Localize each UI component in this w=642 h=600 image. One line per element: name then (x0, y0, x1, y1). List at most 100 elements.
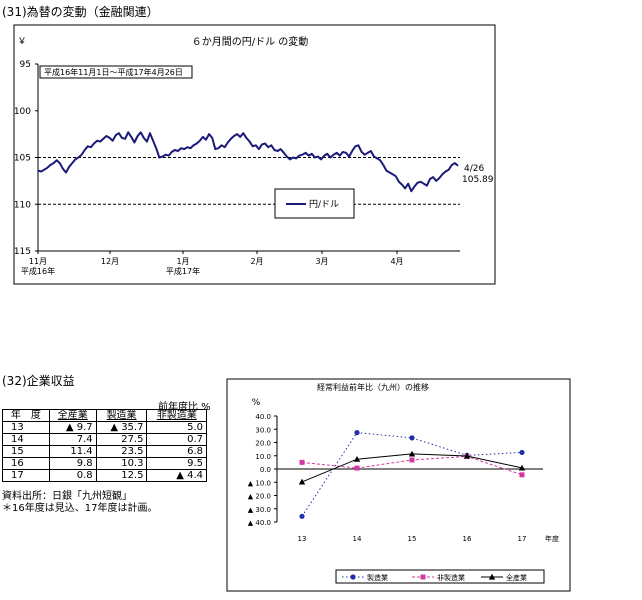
earnings-data-point (299, 459, 305, 465)
table-cell: 0.7 (146, 433, 207, 446)
header-year: 年 度 (2, 409, 50, 422)
earnings-chart-frame (226, 378, 571, 592)
table-header-row: 年 度 全産業 製造業 非製造業 (2, 409, 207, 422)
earnings-y-tick-label: 0.0 (260, 466, 271, 474)
earnings-legend: 製造業 非製造業 全産業 (335, 569, 545, 584)
earnings-y-tick-label: ▲ 30.0 (248, 506, 271, 514)
fx-y-tick-label: 100 (14, 107, 31, 117)
fx-period-box-frame (39, 65, 193, 79)
table-cell: 27.5 (95, 433, 148, 446)
fx-x-subtick-label: 平成16年 (21, 266, 55, 276)
earnings-data-point (519, 472, 525, 478)
table-cell: 5.0 (146, 421, 207, 434)
earnings-y-tick-label: ▲ 40.0 (248, 519, 271, 527)
earnings-chart-title: 経常利益前年比（九州）の推移 (317, 382, 429, 392)
earnings-data-point (518, 464, 526, 471)
table-cell: 17 (2, 469, 50, 482)
earnings-data-point (519, 449, 525, 456)
fx-x-subtick-label: 平成17年 (166, 266, 200, 276)
earnings-x-tick-label: 17 (518, 535, 527, 543)
fx-x-tick-label: 4月 (390, 257, 403, 266)
fx-end-date: 4/26 (464, 164, 484, 174)
earnings-data-point (298, 478, 306, 485)
fx-x-tick-label: 11月 (29, 257, 47, 266)
earnings-x-tick-label: 15 (408, 535, 417, 543)
earnings-data-point (464, 452, 470, 458)
table-cell: 16 (2, 457, 50, 470)
table-cell: 6.8 (146, 445, 207, 458)
fx-chart-title: ６か月間の円/ドル の変動 (192, 35, 309, 48)
earnings-legend-marker (420, 574, 426, 580)
fx-legend: 円/ドル (274, 188, 355, 219)
earnings-y-tick-label: 40.0 (255, 413, 271, 421)
earnings-legend-frame (335, 569, 545, 584)
footnote: ＊16年度は見込、17年度は計画。 (2, 503, 158, 514)
earnings-x-tick-label: 16 (463, 535, 472, 543)
table-cell: ▲ 9.7 (48, 421, 97, 434)
earnings-data-point (464, 453, 470, 459)
earnings-series-line (301, 453, 523, 483)
table-cell: 7.4 (48, 433, 97, 446)
section2-title: (32)企業収益 (2, 374, 75, 388)
table-cell: ▲ 4.4 (146, 469, 207, 482)
earnings-y-tick-label: 30.0 (255, 426, 271, 434)
section1-title: (31)為替の変動（金融関連） (2, 5, 159, 19)
earnings-x-tick-label: 14 (353, 535, 362, 543)
fx-period-label: 平成16年11月1日～平成17年4月26日 (44, 67, 183, 77)
table-unit-note: 前年度比 % (158, 402, 211, 413)
earnings-y-tick-label: ▲ 10.0 (248, 479, 271, 487)
earnings-table: 年 度 全産業 製造業 非製造業 13 ▲ 9.7 ▲ 35.7 5.0 14 … (2, 409, 207, 482)
earnings-series-line (301, 455, 523, 476)
fx-x-tick-label: 2月 (250, 257, 263, 266)
table-cell: 11.4 (48, 445, 97, 458)
earnings-data-point (409, 457, 415, 463)
earnings-plot: 40.0 30.0 20.0 10.0 0.0 ▲ 10.0 ▲ 20.0 ▲ 30.0 ▲ 4… (248, 413, 543, 543)
earnings-data-point (409, 435, 415, 441)
fx-series-line (37, 131, 459, 193)
table-cell: 23.5 (95, 445, 148, 458)
earnings-y-tick-label: ▲ 20.0 (248, 493, 271, 501)
fx-period-box: 平成16年11月1日～平成17年4月26日 (39, 65, 193, 79)
earnings-x-tick-label: 13 (298, 535, 307, 543)
fx-y-unit: ￥ (17, 37, 26, 47)
fx-x-tick-label: 1月 (176, 257, 189, 266)
earnings-data-point (354, 465, 360, 471)
earnings-series-line (301, 432, 523, 517)
earnings-legend-label: 全産業 (506, 573, 527, 582)
fx-y-tick-label: 110 (14, 200, 31, 210)
fx-end-value: 105.89 (462, 175, 494, 185)
source-note: 資料出所：日銀「九州短観」 (2, 491, 132, 502)
table-row: 14 7.4 27.5 0.7 (2, 433, 207, 446)
fx-chart-frame (13, 24, 496, 285)
table-cell: 0.8 (48, 469, 97, 482)
earnings-data-point (408, 450, 416, 457)
header-non-manufacturing: 非製造業 (146, 409, 207, 422)
earnings-y-tick-label: 20.0 (255, 440, 271, 448)
table-cell: 13 (2, 421, 50, 434)
table-cell: 10.3 (95, 457, 148, 470)
fx-y-tick-label: 95 (20, 60, 31, 70)
earnings-y-tick-label: 10.0 (255, 453, 271, 461)
table-cell: 14 (2, 433, 50, 446)
earnings-data-point (353, 455, 361, 462)
fx-x-tick-label: 3月 (315, 257, 328, 266)
fx-y-tick-label: 105 (14, 154, 31, 164)
table-cell: 15 (2, 445, 50, 458)
table-cell: 12.5 (95, 469, 148, 482)
table-row: 13 ▲ 9.7 ▲ 35.7 5.0 (2, 421, 207, 434)
table-row: 17 0.8 12.5 ▲ 4.4 (2, 469, 207, 482)
table-cell: ▲ 35.7 (95, 421, 148, 434)
fx-y-tick-label: 115 (14, 247, 31, 257)
earnings-data-point (299, 513, 305, 519)
fx-x-tick-label: 12月 (101, 257, 119, 266)
earnings-x-label: 年度 (545, 534, 559, 543)
table-cell: 9.8 (48, 457, 97, 470)
table-row: 16 9.8 10.3 9.5 (2, 457, 207, 470)
table-row: 15 11.4 23.5 6.8 (2, 445, 207, 458)
earnings-data-point (463, 452, 471, 459)
header-manufacturing: 製造業 (95, 409, 148, 422)
header-all-industries: 全産業 (48, 409, 97, 422)
earnings-legend-marker (488, 573, 496, 580)
